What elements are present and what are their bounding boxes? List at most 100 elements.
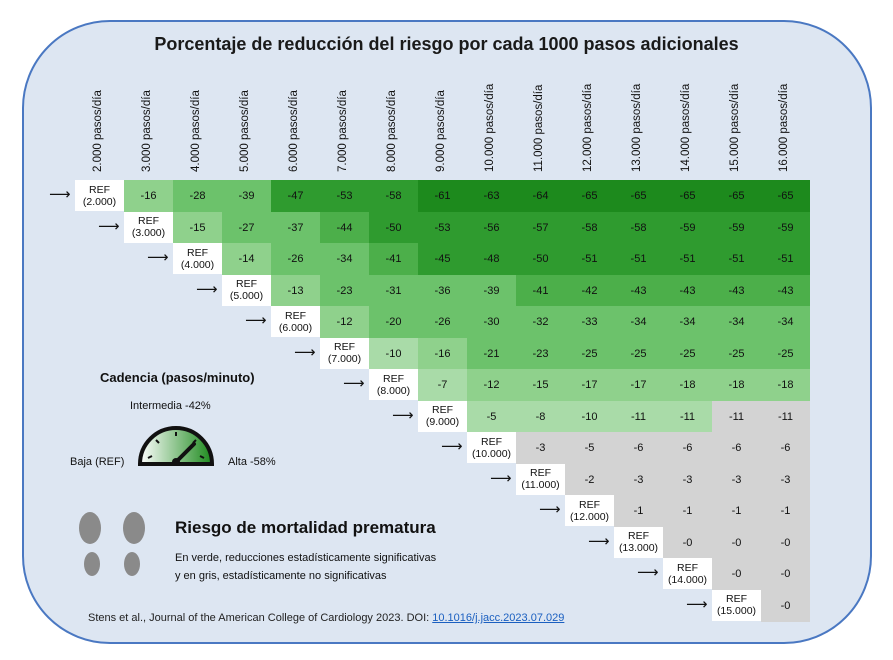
heatmap-cell: -34 bbox=[761, 306, 810, 338]
heatmap-cell: -31 bbox=[369, 274, 418, 307]
heatmap-cell: -21 bbox=[467, 337, 516, 370]
heatmap-cell: -47 bbox=[271, 180, 320, 212]
heatmap-cell: -23 bbox=[516, 337, 565, 370]
gauge-mid-label: Intermedia -42% bbox=[130, 400, 211, 412]
doi-link[interactable]: 10.1016/j.jacc.2023.07.029 bbox=[432, 612, 565, 624]
heatmap-cell: -11 bbox=[761, 400, 810, 433]
heatmap-cell: -11 bbox=[712, 400, 761, 433]
column-header: 15.000 pasos/día bbox=[729, 83, 741, 172]
reference-cell: REF (9.000) bbox=[418, 400, 467, 432]
row-arrow-icon: ⟶ bbox=[637, 564, 659, 581]
reference-steps: (2.000) bbox=[82, 195, 117, 208]
gauge-high-label: Alta -58% bbox=[228, 456, 276, 468]
heatmap-cell: -17 bbox=[614, 369, 663, 401]
column-header: 12.000 pasos/día bbox=[582, 83, 594, 172]
row-arrow-icon: ⟶ bbox=[98, 217, 120, 235]
heatmap-cell: -26 bbox=[418, 306, 467, 338]
column-header: 13.000 pasos/día bbox=[631, 83, 643, 172]
reference-label: REF bbox=[579, 498, 600, 511]
heatmap-cell: -51 bbox=[663, 243, 712, 275]
heatmap-cell: -51 bbox=[614, 243, 663, 275]
heatmap-cell: -3 bbox=[761, 463, 810, 496]
column-header: 9.000 pasos/día bbox=[435, 90, 447, 172]
heatmap-cell: -0 bbox=[761, 589, 810, 622]
reference-label: REF bbox=[236, 278, 257, 290]
heatmap-cell: -27 bbox=[222, 211, 271, 244]
heatmap-cell: -30 bbox=[467, 306, 516, 338]
heatmap-cell: -43 bbox=[663, 274, 712, 307]
heatmap-cell: -5 bbox=[467, 400, 516, 433]
reference-cell: REF (13.000) bbox=[614, 526, 663, 558]
heatmap-cell: -43 bbox=[712, 274, 761, 307]
reference-steps: (9.000) bbox=[425, 416, 460, 428]
column-header: 7.000 pasos/día bbox=[337, 90, 349, 172]
heatmap-cell: -8 bbox=[516, 400, 565, 433]
reference-steps: (6.000) bbox=[278, 321, 313, 334]
heatmap-cell: -51 bbox=[712, 243, 761, 275]
reference-cell: REF (12.000) bbox=[565, 495, 614, 526]
heatmap-cell: -32 bbox=[516, 306, 565, 338]
heatmap-cell: -39 bbox=[467, 274, 516, 307]
heatmap-cell: -34 bbox=[320, 243, 369, 275]
heatmap-cell: -11 bbox=[614, 400, 663, 433]
heatmap-cell: -25 bbox=[712, 337, 761, 370]
heatmap-cell: -16 bbox=[418, 337, 467, 370]
heatmap-cell: -61 bbox=[418, 180, 467, 212]
heatmap-cell: -45 bbox=[418, 243, 467, 275]
heatmap-cell: -65 bbox=[663, 180, 712, 212]
reference-cell: REF (7.000) bbox=[320, 337, 369, 369]
heatmap-cell: -17 bbox=[565, 369, 614, 401]
heatmap-cell: -12 bbox=[467, 369, 516, 401]
heatmap-cell: -51 bbox=[565, 243, 614, 275]
heatmap-cell: -1 bbox=[663, 495, 712, 527]
heatmap-cell: -1 bbox=[614, 495, 663, 527]
heatmap-cell: -44 bbox=[320, 211, 369, 244]
heatmap-cell: -41 bbox=[516, 274, 565, 307]
column-header: 10.000 pasos/día bbox=[484, 83, 496, 172]
reference-steps: (15.000) bbox=[716, 605, 757, 617]
heatmap-cell: -58 bbox=[565, 211, 614, 244]
reference-label: REF bbox=[187, 246, 208, 259]
row-arrow-icon: ⟶ bbox=[686, 595, 708, 613]
heatmap-cell: -13 bbox=[271, 274, 320, 307]
heatmap-cell: -16 bbox=[124, 180, 173, 212]
reference-label: REF bbox=[432, 404, 453, 416]
column-header: 2.000 pasos/día bbox=[92, 90, 104, 172]
row-arrow-icon: ⟶ bbox=[490, 469, 512, 487]
heatmap-cell: -53 bbox=[418, 211, 467, 244]
row-arrow-icon: ⟶ bbox=[539, 501, 561, 518]
heatmap-cell: -58 bbox=[614, 211, 663, 244]
reference-cell: REF (5.000) bbox=[222, 274, 271, 306]
column-header: 16.000 pasos/día bbox=[778, 83, 790, 172]
heatmap-cell: -11 bbox=[663, 400, 712, 433]
reference-label: REF bbox=[285, 309, 306, 322]
heatmap-cell: -34 bbox=[712, 306, 761, 338]
reference-label: REF bbox=[89, 183, 110, 196]
reference-cell: REF (4.000) bbox=[173, 243, 222, 274]
row-arrow-icon: ⟶ bbox=[196, 280, 218, 298]
heatmap-cell: -59 bbox=[761, 211, 810, 244]
column-header: 8.000 pasos/día bbox=[386, 90, 398, 172]
heatmap-cell: -3 bbox=[712, 463, 761, 496]
heatmap-cell: -6 bbox=[761, 432, 810, 464]
row-arrow-icon: ⟶ bbox=[245, 312, 267, 329]
heatmap-cell: -12 bbox=[320, 306, 369, 338]
heatmap-cell: -3 bbox=[516, 432, 565, 464]
heatmap-cell: -39 bbox=[222, 180, 271, 212]
heatmap-cell: -63 bbox=[467, 180, 516, 212]
reference-label: REF bbox=[138, 215, 159, 227]
chart-title: Porcentaje de reducción del riesgo por c… bbox=[154, 34, 739, 54]
row-arrow-icon: ⟶ bbox=[49, 186, 71, 203]
heatmap-cell: -25 bbox=[761, 337, 810, 370]
reference-cell: REF (11.000) bbox=[516, 463, 565, 495]
column-header: 3.000 pasos/día bbox=[141, 90, 153, 172]
heatmap-cell: -59 bbox=[712, 211, 761, 244]
heatmap-cell: -10 bbox=[369, 337, 418, 370]
heatmap-cell: -18 bbox=[663, 369, 712, 401]
heatmap-cell: -6 bbox=[614, 432, 663, 464]
heatmap-cell: -6 bbox=[712, 432, 761, 464]
row-arrow-icon: ⟶ bbox=[147, 249, 169, 266]
heatmap-cell: -65 bbox=[565, 180, 614, 212]
heatmap-cell: -1 bbox=[761, 495, 810, 527]
heatmap-cell: -6 bbox=[663, 432, 712, 464]
